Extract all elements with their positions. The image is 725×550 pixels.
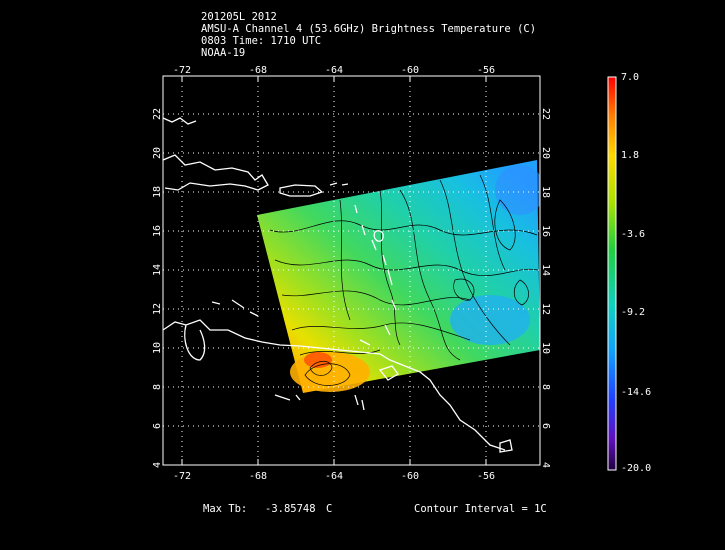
map-frame [162,75,541,466]
virgin-islands [329,182,349,186]
lat-label-left: 18 [152,186,163,198]
lat-label-left: 6 [152,423,163,429]
lat-label-left: 14 [152,264,163,276]
time-line: 0803 Time: 1710 UTC [201,35,322,47]
storm-id-line: 201205L 2012 [201,11,277,23]
colorbar-label: -9.2 [621,307,646,318]
colorbar-label: 7.0 [621,72,640,83]
max-tb-value: -3.85748 [265,503,316,515]
swath [257,160,540,393]
lat-label-left: 20 [152,147,163,159]
trinidad [378,365,399,381]
lat-label-right: 14 [540,264,551,276]
lat-label-left: 16 [152,225,163,237]
lon-label-bottom: -56 [477,471,495,482]
coastlines [163,117,513,453]
lat-label-right: 4 [540,462,551,468]
lat-label-right: 16 [540,225,551,237]
cuba-tip [163,117,197,125]
maracaibo [184,324,206,361]
lat-label-left: 22 [152,108,163,120]
lon-label-top: -60 [401,65,419,76]
lat-label-left: 8 [152,384,163,390]
contour-interval: Contour Interval = 1C [414,503,547,515]
lon-label-top: -68 [249,65,267,76]
lesser-antilles [354,204,397,346]
plot-header: 201205L 2012 AMSU-A Channel 4 (53.6GHz) … [201,11,536,59]
puerto-rico-coast [279,184,324,197]
lat-label-right: 10 [540,342,551,354]
max-tb-unit: C [326,503,333,515]
lon-label-bottom: -64 [325,471,343,482]
orinoco-delta [354,394,365,411]
colorbar-label: -3.6 [621,229,646,240]
lat-label-right: 18 [540,186,551,198]
lon-label-top: -56 [477,65,495,76]
lon-label-bottom: -60 [401,471,419,482]
max-tb-label: Max Tb: [203,503,248,515]
lat-label-right: 8 [540,384,551,390]
guyana-coast [274,394,301,401]
lon-label-top: -72 [173,65,191,76]
cool-patch-ne [495,165,540,215]
hispaniola-coast [163,154,269,191]
tick-marks [181,76,487,465]
colorbar-label: -20.0 [621,463,652,474]
colorbar [607,76,617,471]
lat-label-right: 20 [540,147,551,159]
cool-patch [450,295,530,345]
venezuela-coast [163,319,506,451]
lat-label-right: 6 [540,423,551,429]
lat-label-left: 4 [152,462,163,468]
contour-lines [269,174,539,386]
suriname-spot [499,439,513,453]
lon-label-top: -64 [325,65,343,76]
lon-label-bottom: -68 [249,471,267,482]
lat-label-left: 10 [152,342,163,354]
satellite-name: NOAA-19 [201,47,246,59]
lat-label-right: 12 [540,303,551,315]
aruba-curacao [211,299,259,317]
guadeloupe [373,230,384,242]
lat-label-right: 22 [540,108,551,120]
colorbar-label: 1.8 [621,150,640,161]
colorbar-label: -14.6 [621,387,652,398]
lon-label-bottom: -72 [173,471,191,482]
product-title: AMSU-A Channel 4 (53.6GHz) Brightness Te… [201,23,537,35]
lat-label-left: 12 [152,303,163,315]
